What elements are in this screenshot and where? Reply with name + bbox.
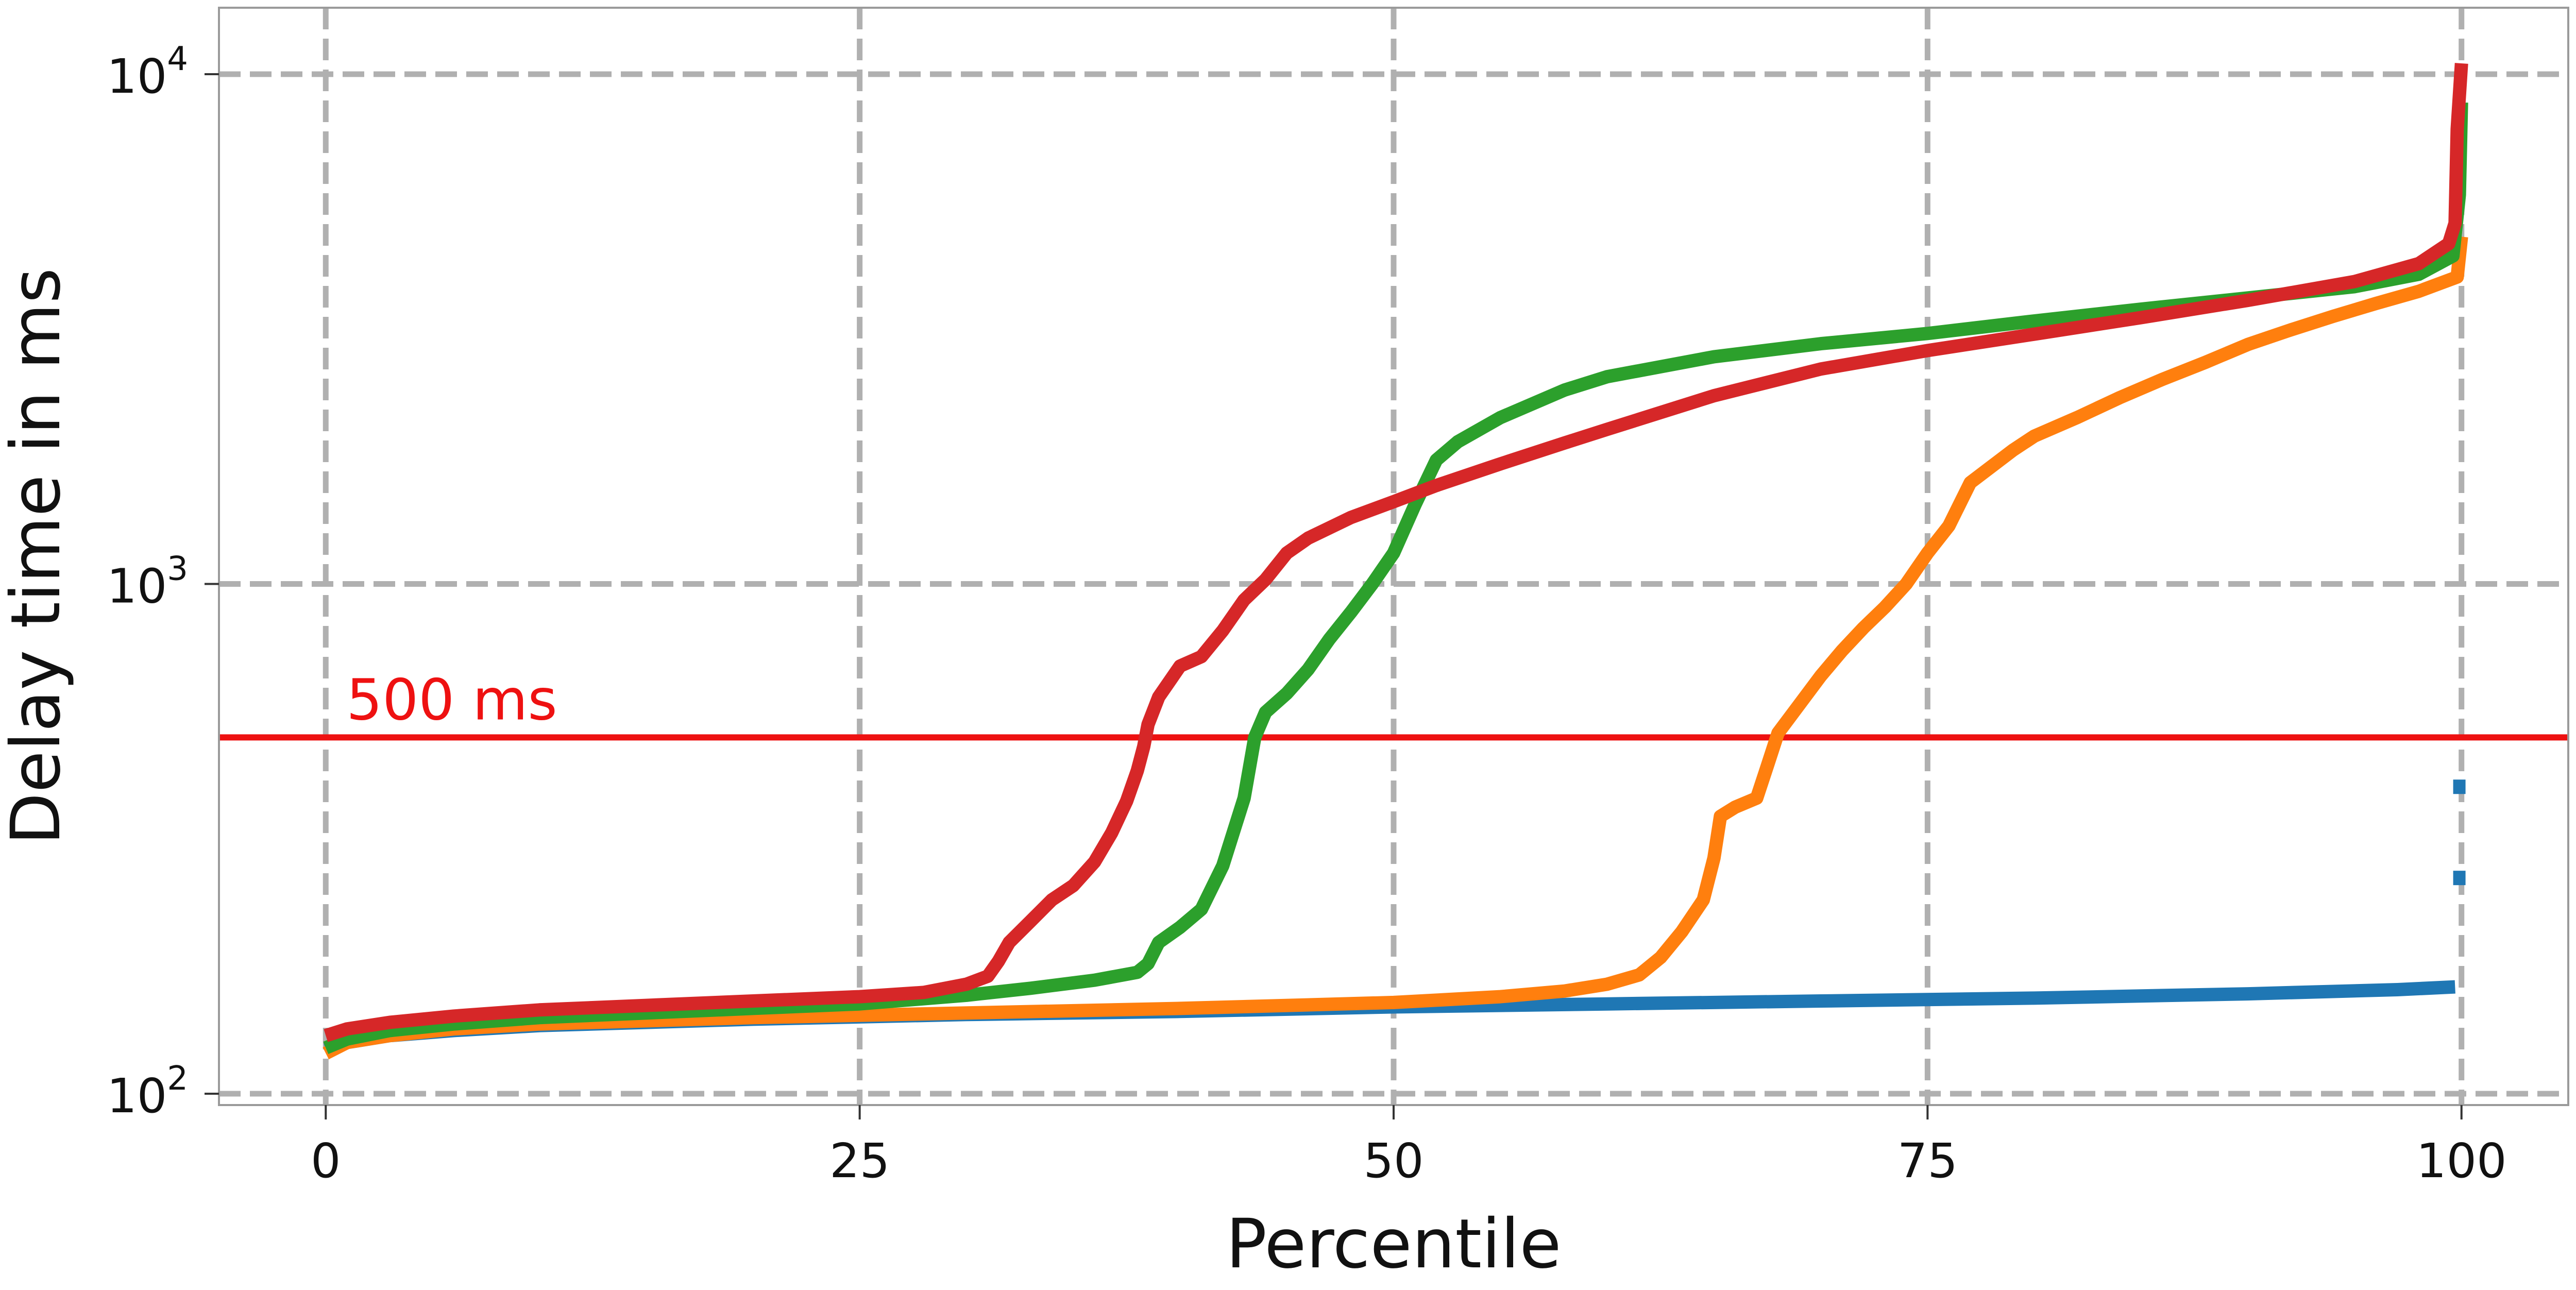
x-axis-label: Percentile bbox=[1226, 1204, 1561, 1284]
x-tick-label-2: 50 bbox=[1363, 1133, 1423, 1189]
y-tick-base-2: 10 bbox=[107, 49, 167, 104]
y-tick-exponent-2: 4 bbox=[167, 40, 188, 78]
y-tick-label-1: 103 bbox=[107, 550, 188, 614]
y-tick-label-0: 102 bbox=[107, 1060, 188, 1124]
y-tick-label-2: 104 bbox=[107, 40, 188, 104]
x-tick-label-0: 0 bbox=[311, 1133, 341, 1189]
x-tick-label-1: 25 bbox=[829, 1133, 890, 1189]
y-tick-exponent-0: 2 bbox=[167, 1060, 188, 1098]
series-line-3 bbox=[324, 63, 2468, 1042]
y-tick-base-0: 10 bbox=[107, 1068, 167, 1124]
threshold-label: 500 ms bbox=[346, 667, 557, 733]
grid-lines bbox=[219, 8, 2568, 1105]
series-group bbox=[323, 63, 2468, 1060]
y-tick-base-1: 10 bbox=[107, 558, 167, 614]
series-line-1 bbox=[323, 236, 2468, 1060]
series-line-2 bbox=[323, 102, 2468, 1055]
x-axis-ticks: 0 25 50 75 100 bbox=[311, 1105, 2507, 1189]
series-0-outlier-1 bbox=[2453, 779, 2466, 794]
y-axis-label: Delay time in ms bbox=[0, 268, 76, 845]
y-tick-exponent-1: 3 bbox=[167, 550, 188, 588]
x-tick-label-4: 100 bbox=[2416, 1133, 2507, 1189]
threshold-group: 500 ms bbox=[219, 667, 2568, 741]
series-0-outlier-0 bbox=[2453, 871, 2466, 886]
x-tick-label-3: 75 bbox=[1897, 1133, 1958, 1189]
